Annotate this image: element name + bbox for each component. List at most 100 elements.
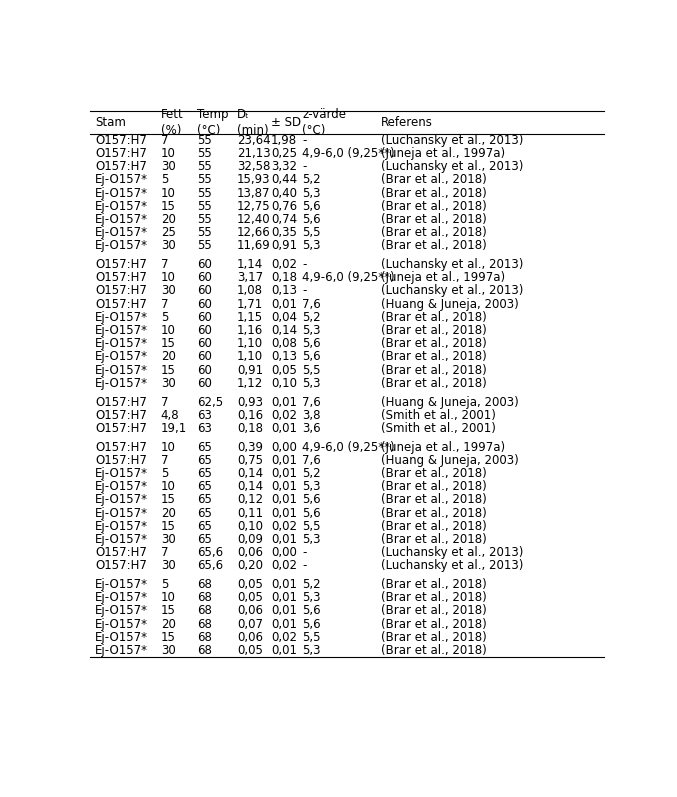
Text: 5: 5 <box>160 174 168 186</box>
Text: Referens: Referens <box>381 116 433 129</box>
Text: 0,00: 0,00 <box>271 546 297 559</box>
Text: 68: 68 <box>198 618 213 630</box>
Text: 65: 65 <box>198 493 213 506</box>
Text: 25: 25 <box>160 226 175 239</box>
Text: 0,75: 0,75 <box>237 453 263 467</box>
Text: 4,9-6,0 (9,25**): 4,9-6,0 (9,25**) <box>303 271 395 285</box>
Text: 15: 15 <box>160 493 175 506</box>
Text: (Brar et al., 2018): (Brar et al., 2018) <box>381 174 487 186</box>
Text: 0,05: 0,05 <box>271 363 297 377</box>
Text: 15,93: 15,93 <box>237 174 270 186</box>
Text: 0,35: 0,35 <box>271 226 297 239</box>
Text: 0,01: 0,01 <box>271 644 297 657</box>
Text: 1,16: 1,16 <box>237 324 263 337</box>
Text: 5,3: 5,3 <box>303 533 321 546</box>
Text: 30: 30 <box>160 239 175 253</box>
Text: 65: 65 <box>198 481 213 493</box>
Text: 60: 60 <box>198 311 213 324</box>
Text: 0,06: 0,06 <box>237 631 263 644</box>
Text: 62,5: 62,5 <box>198 395 223 409</box>
Text: 0,13: 0,13 <box>271 285 297 297</box>
Text: 0,02: 0,02 <box>271 409 297 422</box>
Text: Ej-O157*: Ej-O157* <box>95 578 148 591</box>
Text: 4,9-6,0 (9,25**): 4,9-6,0 (9,25**) <box>303 147 395 160</box>
Text: z-värde
(°C): z-värde (°C) <box>303 108 347 137</box>
Text: 0,74: 0,74 <box>271 213 297 226</box>
Text: 60: 60 <box>198 271 213 285</box>
Text: (Luchansky et al., 2013): (Luchansky et al., 2013) <box>381 285 523 297</box>
Text: (Brar et al., 2018): (Brar et al., 2018) <box>381 591 487 604</box>
Text: 7,6: 7,6 <box>303 297 321 311</box>
Text: 68: 68 <box>198 578 213 591</box>
Text: 1,15: 1,15 <box>237 311 263 324</box>
Text: 15: 15 <box>160 520 175 533</box>
Text: 15: 15 <box>160 200 175 213</box>
Text: 15: 15 <box>160 337 175 350</box>
Text: O157:H7: O157:H7 <box>95 422 147 435</box>
Text: 65: 65 <box>198 441 213 453</box>
Text: Stam: Stam <box>95 116 126 129</box>
Text: 1,08: 1,08 <box>237 285 263 297</box>
Text: -: - <box>303 546 307 559</box>
Text: O157:H7: O157:H7 <box>95 395 147 409</box>
Text: 55: 55 <box>198 226 212 239</box>
Text: O157:H7: O157:H7 <box>95 160 147 173</box>
Text: Ej-O157*: Ej-O157* <box>95 239 148 253</box>
Text: 0,01: 0,01 <box>271 618 297 630</box>
Text: 65: 65 <box>198 453 213 467</box>
Text: 60: 60 <box>198 285 213 297</box>
Text: (Brar et al., 2018): (Brar et al., 2018) <box>381 377 487 390</box>
Text: 0,76: 0,76 <box>271 200 297 213</box>
Text: 0,01: 0,01 <box>271 604 297 618</box>
Text: Ej-O157*: Ej-O157* <box>95 186 148 199</box>
Text: Ej-O157*: Ej-O157* <box>95 604 148 618</box>
Text: (Luchansky et al., 2013): (Luchansky et al., 2013) <box>381 559 523 572</box>
Text: (Brar et al., 2018): (Brar et al., 2018) <box>381 213 487 226</box>
Text: 5,5: 5,5 <box>303 631 321 644</box>
Text: 30: 30 <box>160 644 175 657</box>
Text: Ej-O157*: Ej-O157* <box>95 311 148 324</box>
Text: 10: 10 <box>160 441 175 453</box>
Text: 15: 15 <box>160 631 175 644</box>
Text: 5,3: 5,3 <box>303 481 321 493</box>
Text: 0,44: 0,44 <box>271 174 297 186</box>
Text: (Brar et al., 2018): (Brar et al., 2018) <box>381 481 487 493</box>
Text: 7: 7 <box>160 297 168 311</box>
Text: (Brar et al., 2018): (Brar et al., 2018) <box>381 200 487 213</box>
Text: 0,10: 0,10 <box>237 520 263 533</box>
Text: 5,6: 5,6 <box>303 507 321 520</box>
Text: 1,12: 1,12 <box>237 377 263 390</box>
Text: Ej-O157*: Ej-O157* <box>95 324 148 337</box>
Text: 10: 10 <box>160 186 175 199</box>
Text: (Brar et al., 2018): (Brar et al., 2018) <box>381 363 487 377</box>
Text: 0,01: 0,01 <box>271 453 297 467</box>
Text: Ej-O157*: Ej-O157* <box>95 493 148 506</box>
Text: 0,91: 0,91 <box>271 239 297 253</box>
Text: -: - <box>303 285 307 297</box>
Text: 5,6: 5,6 <box>303 200 321 213</box>
Text: O157:H7: O157:H7 <box>95 297 147 311</box>
Text: Ej-O157*: Ej-O157* <box>95 467 148 480</box>
Text: 0,20: 0,20 <box>237 559 263 572</box>
Text: 68: 68 <box>198 631 213 644</box>
Text: 1,10: 1,10 <box>237 337 263 350</box>
Text: Ej-O157*: Ej-O157* <box>95 533 148 546</box>
Text: Ej-O157*: Ej-O157* <box>95 174 148 186</box>
Text: 3,32: 3,32 <box>271 160 297 173</box>
Text: 65,6: 65,6 <box>198 546 223 559</box>
Text: 0,10: 0,10 <box>271 377 297 390</box>
Text: (Luchansky et al., 2013): (Luchansky et al., 2013) <box>381 160 523 173</box>
Text: 65: 65 <box>198 507 213 520</box>
Text: 5,6: 5,6 <box>303 337 321 350</box>
Text: 55: 55 <box>198 213 212 226</box>
Text: 10: 10 <box>160 481 175 493</box>
Text: 0,06: 0,06 <box>237 546 263 559</box>
Text: 5: 5 <box>160 578 168 591</box>
Text: 55: 55 <box>198 186 212 199</box>
Text: 30: 30 <box>160 559 175 572</box>
Text: 5,3: 5,3 <box>303 324 321 337</box>
Text: Ej-O157*: Ej-O157* <box>95 351 148 363</box>
Text: 0,05: 0,05 <box>237 644 263 657</box>
Text: 10: 10 <box>160 591 175 604</box>
Text: 0,02: 0,02 <box>271 258 297 271</box>
